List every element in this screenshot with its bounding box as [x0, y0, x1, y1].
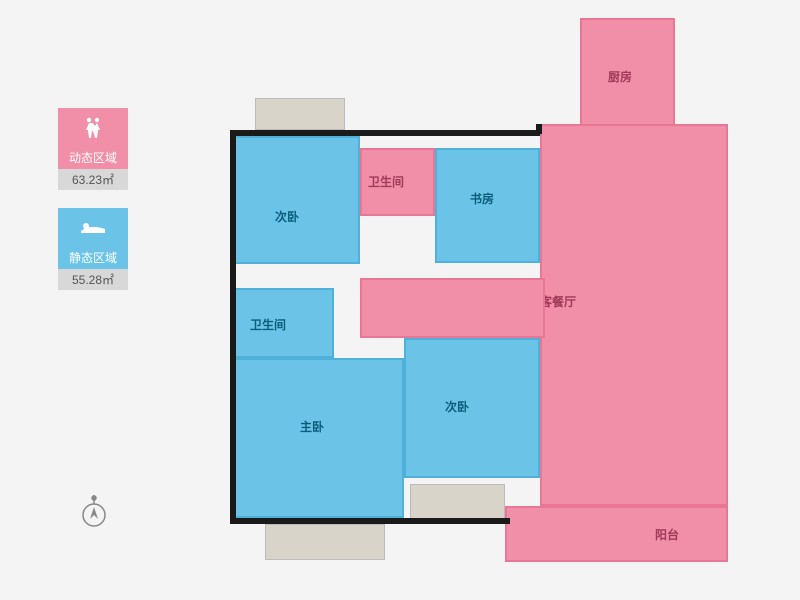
balcony-ledge [255, 98, 345, 130]
room-bed2b [404, 338, 540, 478]
people-icon [58, 108, 128, 146]
floor-plan: 厨房客餐厅卫生间阳台次卧书房卫生间主卧次卧 [210, 18, 750, 578]
balcony-ledge [410, 484, 505, 520]
room-label-kitchen: 厨房 [608, 68, 632, 85]
sleep-icon [58, 208, 128, 246]
legend-static-value: 55.28㎡ [58, 269, 128, 290]
wall-segment [230, 130, 236, 520]
room-living2 [360, 278, 545, 338]
wall-segment [536, 124, 542, 134]
legend-dynamic-value: 63.23㎡ [58, 169, 128, 190]
legend-dynamic-label: 动态区域 [58, 146, 128, 169]
room-label-balcony: 阳台 [655, 526, 679, 543]
legend-static-label: 静态区域 [58, 246, 128, 269]
room-label-bed2a: 次卧 [275, 208, 299, 225]
room-label-living: 客餐厅 [540, 293, 576, 310]
legend-static: 静态区域 55.28㎡ [58, 208, 128, 290]
room-balcony [505, 506, 728, 562]
room-label-master: 主卧 [300, 418, 324, 435]
compass-icon [80, 495, 108, 534]
room-label-bath2: 卫生间 [250, 316, 286, 333]
room-label-study: 书房 [470, 190, 494, 207]
legend-panel: 动态区域 63.23㎡ 静态区域 55.28㎡ [58, 108, 128, 308]
wall-segment [230, 130, 540, 136]
legend-dynamic: 动态区域 63.23㎡ [58, 108, 128, 190]
room-bed2a [234, 136, 360, 264]
room-label-bed2b: 次卧 [445, 398, 469, 415]
room-living [540, 124, 728, 506]
room-label-bath1: 卫生间 [368, 173, 404, 190]
room-master [234, 358, 404, 518]
wall-segment [230, 518, 510, 524]
balcony-ledge [265, 524, 385, 560]
